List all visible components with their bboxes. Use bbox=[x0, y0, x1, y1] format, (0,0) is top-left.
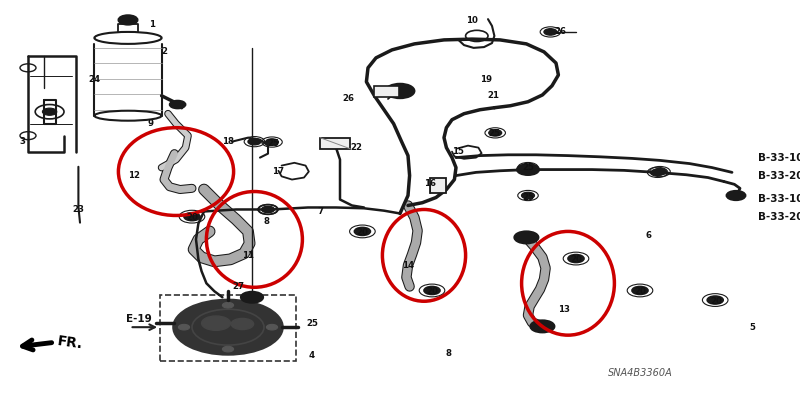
Text: 17: 17 bbox=[272, 167, 285, 176]
Text: 25: 25 bbox=[268, 139, 279, 148]
Text: 20: 20 bbox=[357, 228, 368, 237]
Circle shape bbox=[241, 292, 263, 303]
Text: 4: 4 bbox=[309, 351, 315, 359]
Text: FR.: FR. bbox=[56, 334, 83, 352]
Circle shape bbox=[202, 316, 230, 330]
Circle shape bbox=[42, 108, 57, 115]
Text: E-19: E-19 bbox=[126, 314, 152, 324]
Circle shape bbox=[262, 206, 274, 213]
Text: 23: 23 bbox=[73, 205, 85, 214]
Text: B-33-10: B-33-10 bbox=[758, 194, 800, 205]
Circle shape bbox=[231, 318, 254, 330]
Text: 24: 24 bbox=[88, 75, 101, 84]
Text: B-33-10: B-33-10 bbox=[758, 152, 800, 163]
Text: 20: 20 bbox=[710, 297, 722, 306]
Circle shape bbox=[178, 324, 190, 330]
Text: B-33-20: B-33-20 bbox=[758, 212, 800, 223]
Circle shape bbox=[248, 138, 261, 145]
Text: 20: 20 bbox=[186, 213, 198, 222]
Circle shape bbox=[354, 227, 370, 235]
Bar bbox=[160, 295, 296, 361]
Text: 20: 20 bbox=[426, 287, 438, 296]
Bar bbox=[430, 178, 446, 193]
Text: 26: 26 bbox=[554, 27, 566, 36]
Text: 25: 25 bbox=[489, 129, 500, 138]
Circle shape bbox=[266, 324, 278, 330]
Text: SNA4B3360A: SNA4B3360A bbox=[608, 368, 673, 378]
Circle shape bbox=[522, 192, 534, 199]
Circle shape bbox=[726, 191, 746, 200]
Text: 27: 27 bbox=[232, 282, 245, 291]
Text: 8: 8 bbox=[445, 349, 451, 358]
Circle shape bbox=[424, 286, 440, 294]
Text: 18: 18 bbox=[222, 137, 234, 146]
Text: 11: 11 bbox=[242, 251, 254, 260]
Text: 19: 19 bbox=[480, 75, 492, 84]
Text: 20: 20 bbox=[634, 287, 646, 296]
Bar bbox=[320, 138, 350, 149]
Text: 5: 5 bbox=[749, 323, 755, 332]
Text: 25: 25 bbox=[522, 193, 534, 202]
Circle shape bbox=[707, 296, 723, 304]
Circle shape bbox=[118, 15, 138, 25]
Circle shape bbox=[222, 346, 234, 352]
Text: 16: 16 bbox=[424, 179, 436, 188]
Text: 22: 22 bbox=[350, 143, 362, 152]
Bar bbox=[374, 86, 399, 97]
Circle shape bbox=[386, 84, 414, 98]
Text: 10: 10 bbox=[466, 16, 478, 25]
Text: 15: 15 bbox=[452, 147, 463, 156]
Ellipse shape bbox=[94, 32, 162, 44]
Text: 12: 12 bbox=[128, 171, 141, 180]
Text: 3: 3 bbox=[19, 137, 26, 146]
Circle shape bbox=[489, 130, 502, 136]
Circle shape bbox=[174, 300, 282, 354]
Circle shape bbox=[654, 168, 666, 175]
Circle shape bbox=[170, 101, 186, 109]
Text: 9: 9 bbox=[147, 119, 154, 128]
Circle shape bbox=[544, 29, 557, 35]
Text: 8: 8 bbox=[263, 217, 270, 226]
Text: 20: 20 bbox=[570, 255, 582, 264]
Circle shape bbox=[222, 302, 234, 308]
Text: 21: 21 bbox=[488, 91, 499, 100]
Text: 13: 13 bbox=[558, 305, 570, 314]
Circle shape bbox=[266, 139, 278, 145]
Text: B-33-20: B-33-20 bbox=[758, 170, 800, 181]
Text: 26: 26 bbox=[342, 95, 354, 103]
Circle shape bbox=[530, 320, 554, 332]
Text: 1: 1 bbox=[149, 20, 155, 29]
Text: 25: 25 bbox=[306, 319, 318, 328]
Text: 6: 6 bbox=[645, 231, 651, 240]
Circle shape bbox=[568, 255, 584, 263]
Circle shape bbox=[632, 286, 648, 294]
Circle shape bbox=[517, 164, 539, 175]
Text: 14: 14 bbox=[402, 261, 414, 270]
Circle shape bbox=[651, 169, 664, 176]
Ellipse shape bbox=[94, 111, 162, 121]
Circle shape bbox=[514, 231, 538, 243]
Circle shape bbox=[522, 164, 534, 171]
Text: 2: 2 bbox=[161, 47, 167, 56]
Text: 25: 25 bbox=[522, 163, 534, 172]
Text: 7: 7 bbox=[317, 207, 323, 216]
Circle shape bbox=[184, 213, 200, 221]
